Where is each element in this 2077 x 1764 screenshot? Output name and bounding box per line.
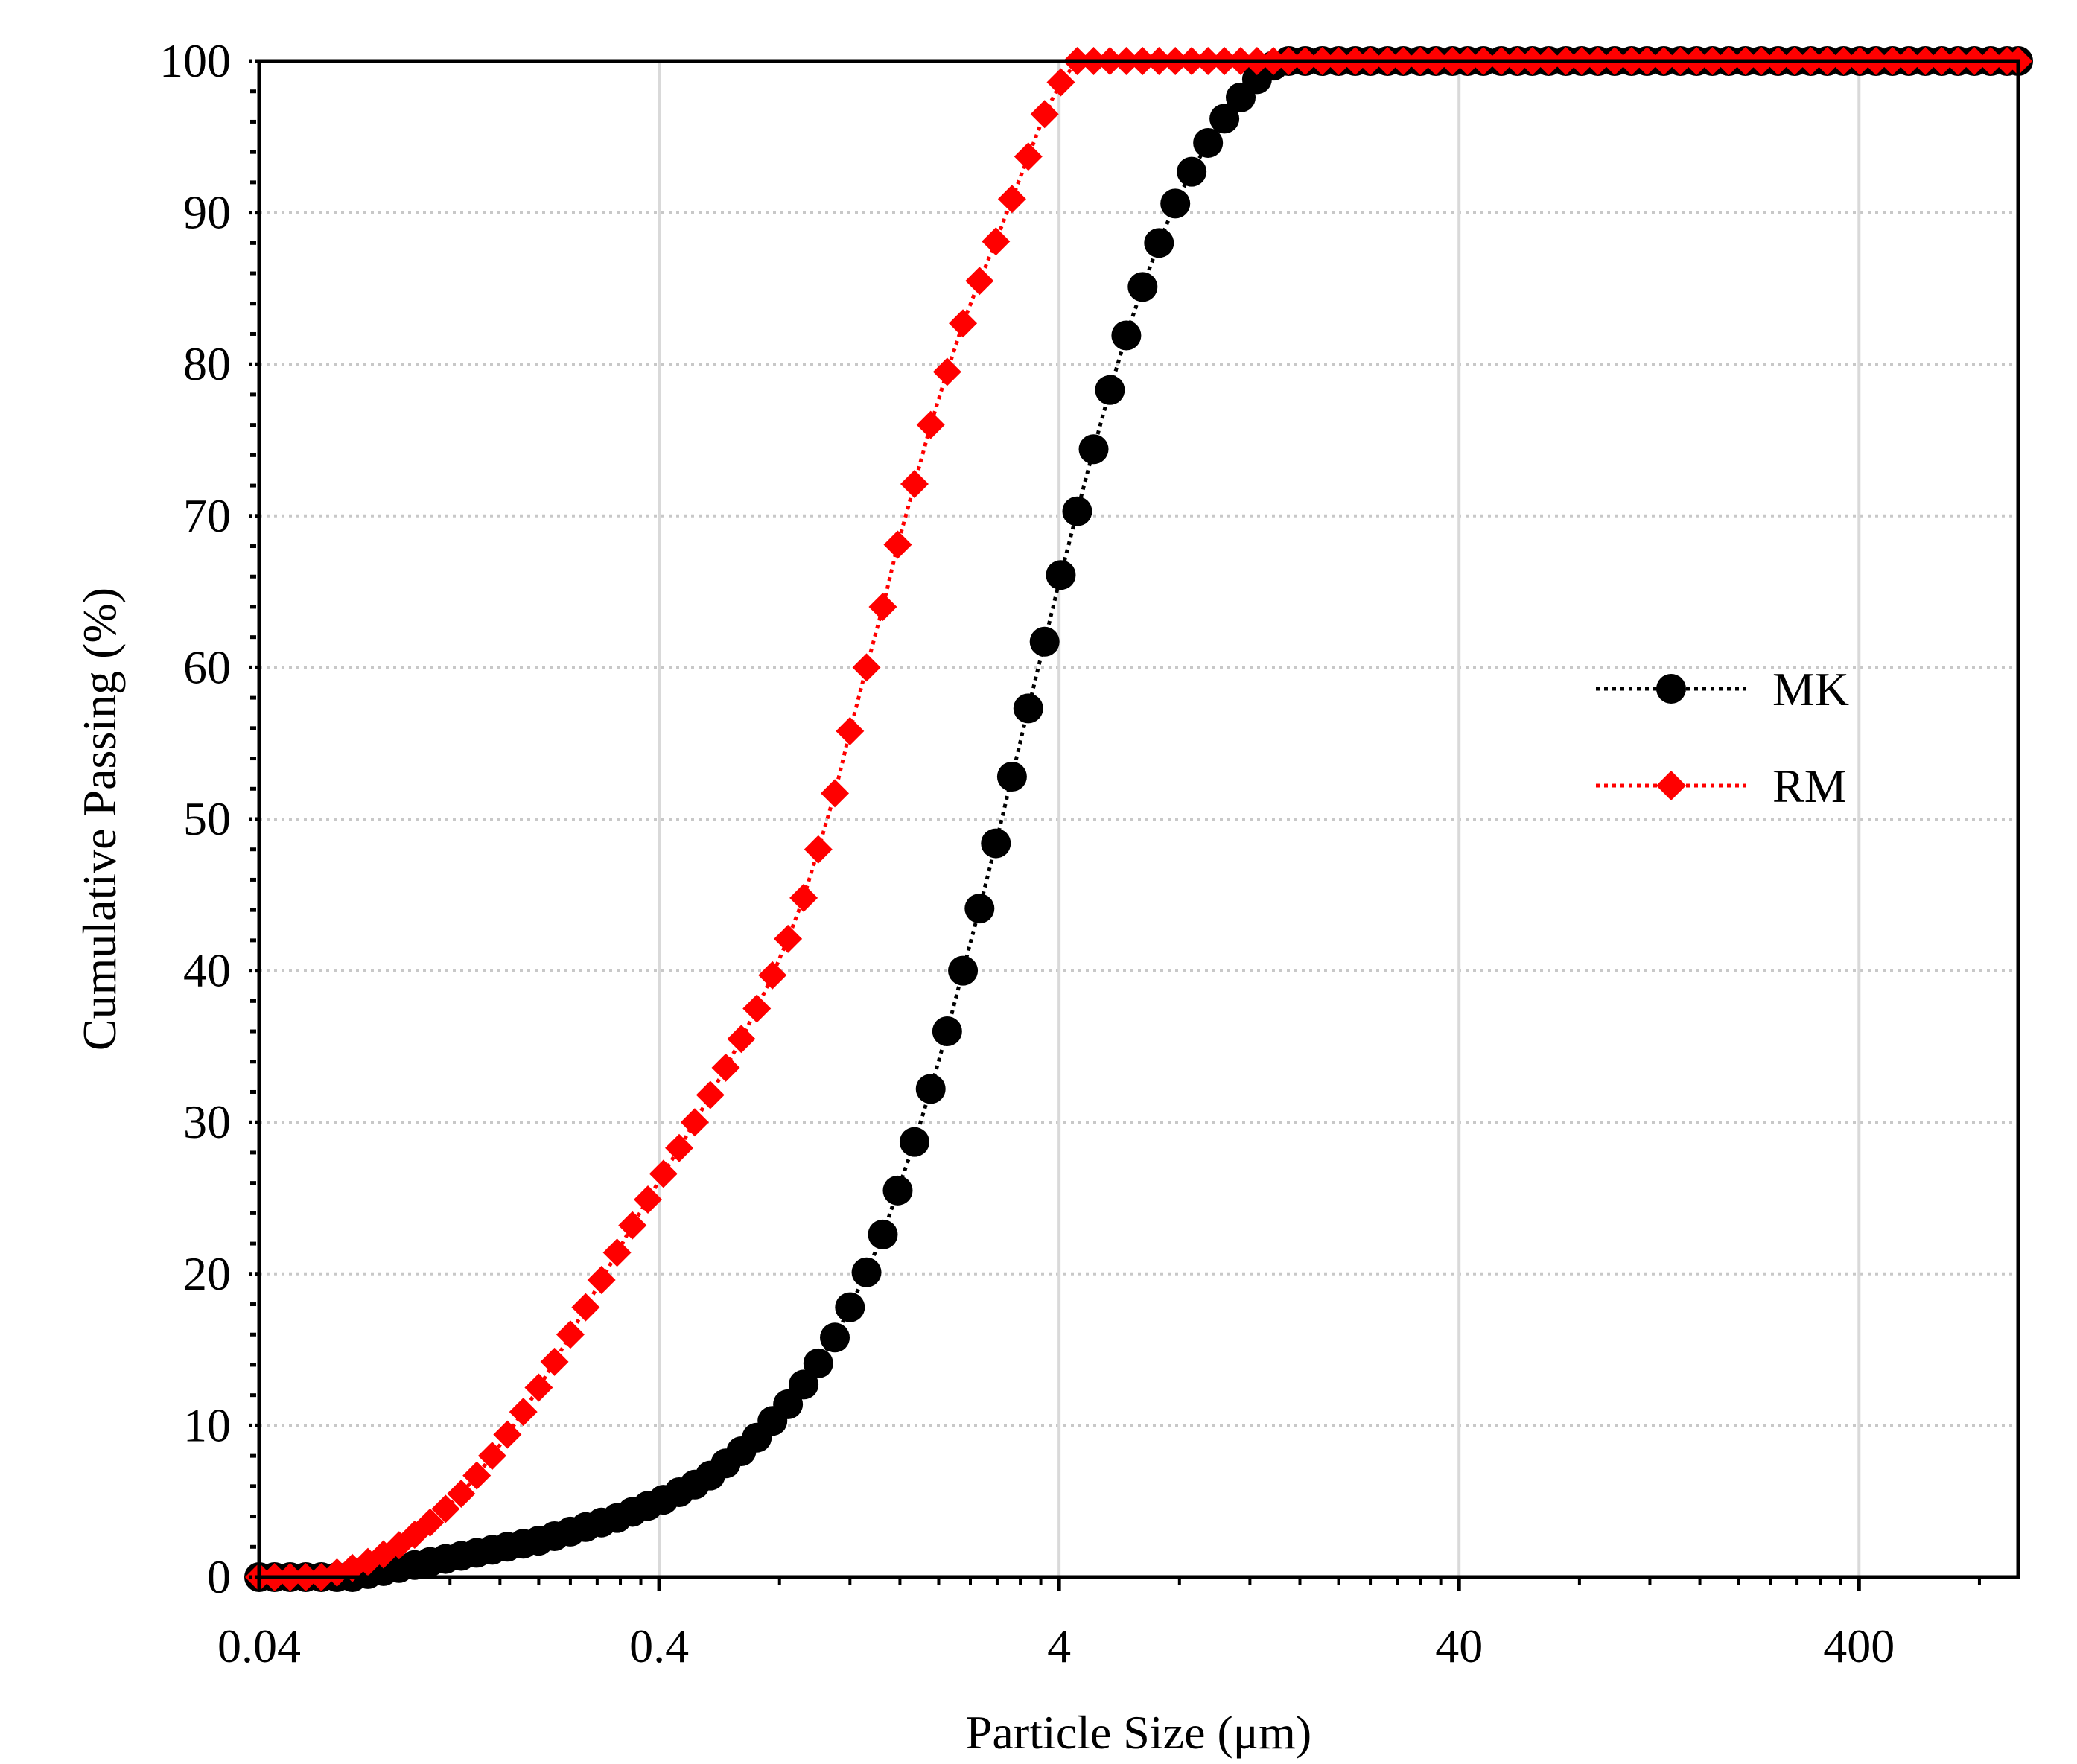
data-point-mk <box>1209 104 1240 134</box>
data-point-rm <box>804 835 833 864</box>
data-point-rm <box>431 1494 460 1523</box>
data-point-rm <box>477 1442 506 1471</box>
data-point-rm <box>916 410 945 439</box>
data-point-rm <box>587 1265 616 1294</box>
data-point-rm <box>602 1238 632 1267</box>
data-point-mk <box>868 1219 898 1249</box>
data-point-mk <box>981 828 1011 859</box>
legend-marker <box>1656 771 1686 800</box>
data-point-mk <box>915 1074 946 1104</box>
data-point-rm <box>932 357 961 386</box>
data-point-rm <box>883 530 912 559</box>
legend-item-mk: MK <box>1596 663 1849 716</box>
data-point-rm <box>982 227 1011 256</box>
x-tick-label: 40 <box>1435 1620 1483 1672</box>
data-point-mk <box>803 1348 833 1378</box>
data-point-mk <box>882 1175 913 1206</box>
data-point-rm <box>949 309 978 338</box>
data-point-rm <box>774 924 803 953</box>
legend-item-rm: RM <box>1596 760 1847 812</box>
data-point-rm <box>997 185 1026 214</box>
data-point-rm <box>618 1211 647 1240</box>
data-point-rm <box>1046 68 1075 97</box>
data-point-mk <box>1111 320 1142 351</box>
data-point-rm <box>711 1053 740 1082</box>
data-point-rm <box>649 1159 678 1188</box>
x-axis-title: Particle Size (μm) <box>966 1706 1311 1759</box>
y-tick-label: 50 <box>183 792 231 845</box>
y-tick-label: 70 <box>183 489 231 542</box>
y-tick-label: 10 <box>183 1398 231 1451</box>
data-point-rm <box>727 1025 756 1054</box>
data-point-rm <box>821 779 850 808</box>
data-point-rm <box>836 716 865 745</box>
x-tick-label: 0.04 <box>217 1620 301 1672</box>
x-tick-label: 4 <box>1047 1620 1071 1672</box>
y-tick-label: 90 <box>183 186 231 239</box>
data-point-rm <box>524 1373 553 1402</box>
data-point-mk <box>1078 434 1109 465</box>
data-point-mk <box>851 1257 882 1287</box>
legend-marker <box>1656 674 1686 704</box>
y-tick-label: 30 <box>183 1095 231 1148</box>
data-point-rm <box>680 1108 709 1137</box>
data-point-mk <box>1013 693 1043 724</box>
y-tick-label: 20 <box>183 1247 231 1300</box>
axes: 0 10 20 30 40 50 60 70 80 90 100 0.04 0.4 4 40 400 <box>159 34 1981 1672</box>
data-point-rm <box>1014 142 1043 171</box>
data-point-mk <box>996 761 1027 792</box>
data-point-mk <box>1144 228 1174 258</box>
data-point-rm <box>634 1185 663 1214</box>
data-point-rm <box>900 470 929 499</box>
data-point-rm <box>509 1398 538 1427</box>
data-point-rm <box>965 267 994 296</box>
legend-label: MK <box>1772 663 1849 716</box>
data-point-rm <box>571 1293 600 1322</box>
gridlines <box>259 61 2018 1577</box>
legend: MK RM <box>1596 663 1849 812</box>
data-point-mk <box>835 1292 865 1322</box>
data-point-mk <box>1193 127 1224 158</box>
data-point-rm <box>742 994 772 1023</box>
data-point-rm <box>758 961 787 990</box>
data-point-mk <box>1046 560 1076 590</box>
data-point-mk <box>1062 496 1092 526</box>
data-point-mk <box>948 955 979 986</box>
data-point-mk <box>1095 375 1125 405</box>
data-point-rm <box>852 653 881 682</box>
data-point-mk <box>789 1369 819 1400</box>
y-tick-label: 0 <box>207 1550 231 1603</box>
plot-area-frame <box>257 59 2020 1579</box>
data-point-mk <box>820 1322 850 1353</box>
data-point-mk <box>899 1127 929 1157</box>
data-point-rm <box>868 592 897 621</box>
series-layer <box>244 46 2033 1592</box>
data-point-mk <box>1160 188 1191 219</box>
y-tick-label: 100 <box>159 34 231 87</box>
data-point-rm <box>789 883 818 912</box>
data-point-rm <box>540 1347 569 1376</box>
y-tick-label: 60 <box>183 640 231 693</box>
data-point-rm <box>1030 100 1059 129</box>
y-axis-title: Cumulative Passing (%) <box>73 588 126 1051</box>
data-point-rm <box>416 1508 445 1537</box>
data-point-mk <box>1127 272 1158 302</box>
x-tick-label: 0.4 <box>629 1620 689 1672</box>
legend-label: RM <box>1772 760 1847 812</box>
data-point-rm <box>696 1080 725 1109</box>
data-point-mk <box>1177 156 1207 187</box>
data-point-rm <box>447 1480 476 1509</box>
data-point-mk <box>1029 626 1060 657</box>
data-point-rm <box>665 1133 694 1162</box>
data-point-mk <box>932 1016 962 1047</box>
data-point-rm <box>493 1420 522 1449</box>
y-tick-label: 80 <box>183 337 231 390</box>
data-point-mk <box>964 894 995 924</box>
data-point-rm <box>556 1320 585 1349</box>
x-tick-label: 400 <box>1823 1620 1895 1672</box>
y-tick-label: 40 <box>183 944 231 997</box>
data-point-rm <box>462 1461 492 1490</box>
